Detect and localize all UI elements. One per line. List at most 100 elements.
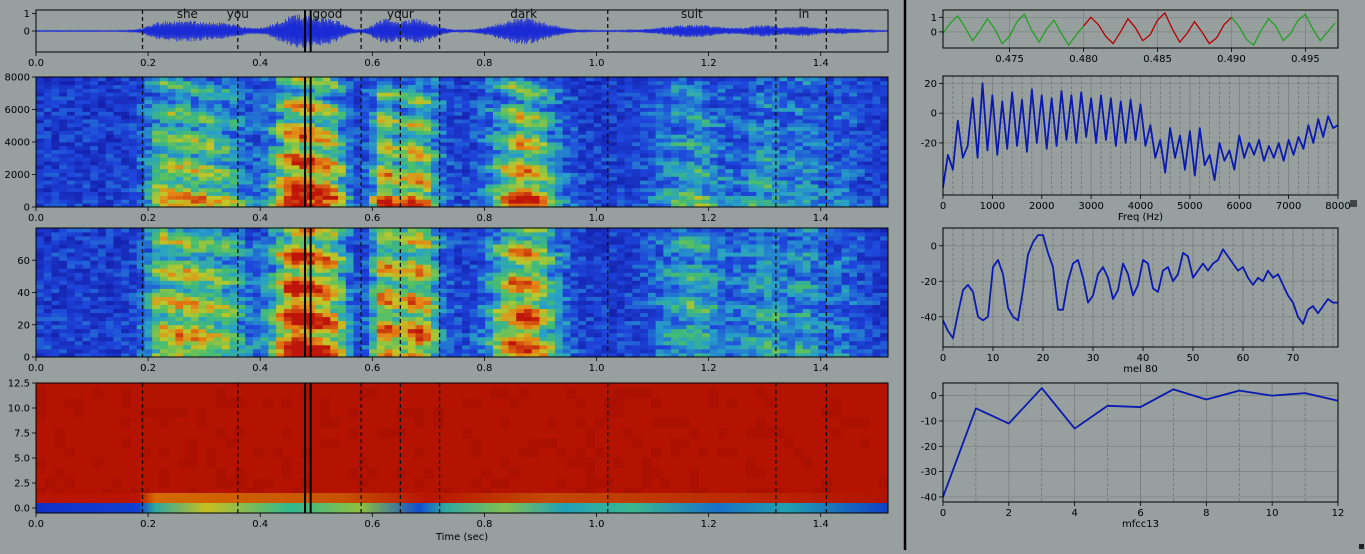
spec-cell — [671, 192, 679, 196]
spec-cell — [67, 157, 75, 161]
spec-cell — [385, 169, 393, 173]
mel-cell — [106, 288, 114, 292]
spec-cell — [292, 199, 300, 203]
mel-cell — [90, 333, 98, 337]
spec-cell — [51, 85, 59, 89]
spec-cell — [408, 157, 416, 161]
spec-cell — [90, 127, 98, 131]
spec-cell — [261, 180, 269, 184]
mel-cell — [137, 256, 145, 260]
spec-cell — [98, 96, 106, 100]
spec-cell — [323, 184, 331, 188]
spec-cell — [431, 153, 439, 157]
mel-cell — [268, 345, 276, 349]
spec-cell — [679, 150, 687, 154]
spec-cell — [586, 131, 594, 135]
spec-cell — [369, 150, 377, 154]
mel-cell — [315, 321, 323, 325]
mel-cell — [276, 264, 284, 268]
spec-cell — [222, 165, 230, 169]
mel-cell — [214, 264, 222, 268]
spec-cell — [795, 184, 803, 188]
spec-cell — [385, 77, 393, 81]
mel-cell — [129, 288, 137, 292]
spec-cell — [299, 104, 307, 108]
mel-cell — [90, 325, 98, 329]
mel-cell — [98, 333, 106, 337]
spec-cell — [36, 161, 44, 165]
spec-cell — [168, 81, 176, 85]
spec-cell — [842, 96, 850, 100]
mel-cell — [152, 345, 160, 349]
spec-cell — [113, 165, 121, 169]
spec-cell — [477, 146, 485, 150]
spec-cell — [137, 153, 145, 157]
spec-cell — [834, 184, 842, 188]
spec-cell — [609, 138, 617, 142]
spec-cell — [609, 131, 617, 135]
spec-cell — [191, 108, 199, 112]
spec-cell — [392, 142, 400, 146]
spec-cell — [501, 142, 509, 146]
mel-cell — [152, 256, 160, 260]
mel-cell — [82, 260, 90, 264]
spec-cell — [90, 153, 98, 157]
mel-cell — [106, 305, 114, 309]
spec-cell — [392, 180, 400, 184]
spec-cell — [214, 199, 222, 203]
mel-cell — [59, 240, 67, 244]
spec-cell — [555, 119, 563, 123]
mel-cell — [59, 288, 67, 292]
spec-cell — [617, 111, 625, 115]
spec-cell — [392, 100, 400, 104]
spec-cell — [694, 127, 702, 131]
mel-cell — [152, 284, 160, 288]
mel-cell — [82, 333, 90, 337]
mel-cell — [90, 305, 98, 309]
mel-cell — [113, 256, 121, 260]
mel-cell — [206, 293, 214, 297]
spec-cell — [780, 146, 788, 150]
spec-cell — [880, 96, 888, 100]
spec-cell — [679, 196, 687, 200]
mel-cell — [230, 341, 238, 345]
mel-cell — [75, 349, 83, 353]
spec-cell — [175, 184, 183, 188]
spec-cell — [191, 119, 199, 123]
mel-cell — [183, 232, 191, 236]
mel-cell — [44, 349, 52, 353]
spec-cell — [718, 119, 726, 123]
spec-cell — [501, 157, 509, 161]
spec-cell — [477, 184, 485, 188]
spec-cell — [725, 192, 733, 196]
spec-cell — [710, 196, 718, 200]
spec-cell — [470, 85, 478, 89]
spec-cell — [191, 165, 199, 169]
spec-cell — [811, 199, 819, 203]
spec-cell — [315, 85, 323, 89]
spec-cell — [578, 176, 586, 180]
spec-cell — [400, 146, 408, 150]
spec-cell — [261, 127, 269, 131]
spec-cell — [842, 115, 850, 119]
spec-cell — [501, 188, 509, 192]
spec-cell — [516, 127, 524, 131]
spec-cell — [152, 92, 160, 96]
spec-cell — [687, 180, 695, 184]
spec-cell — [756, 169, 764, 173]
spec-cell — [811, 131, 819, 135]
spec-cell — [284, 123, 292, 127]
spec-cell — [524, 150, 532, 154]
mel-cell — [206, 297, 214, 301]
spec-cell — [152, 131, 160, 135]
mel-cell — [106, 341, 114, 345]
spec-cell — [679, 123, 687, 127]
spec-cell — [741, 199, 749, 203]
spec-cell — [694, 165, 702, 169]
spec-cell — [175, 169, 183, 173]
spec-cell — [617, 138, 625, 142]
mel-cell — [152, 236, 160, 240]
spec-cell — [563, 153, 571, 157]
spec-cell — [152, 169, 160, 173]
spec-cell — [857, 153, 865, 157]
